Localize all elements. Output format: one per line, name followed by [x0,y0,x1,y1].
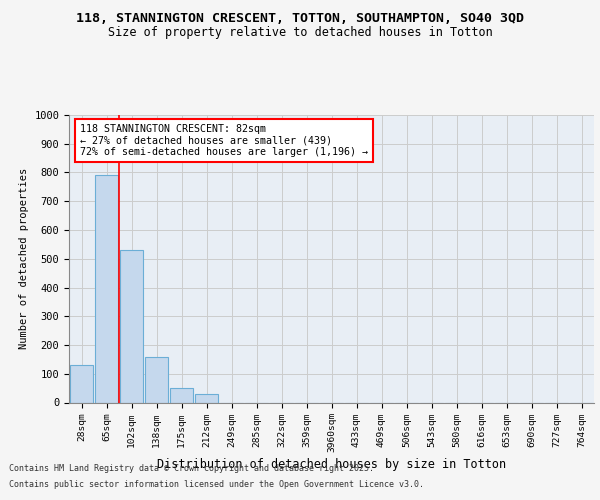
Bar [95,176,118,402]
Bar [70,365,93,403]
Text: Size of property relative to detached houses in Totton: Size of property relative to detached ho… [107,26,493,39]
Y-axis label: Number of detached properties: Number of detached properties [19,168,29,350]
Text: 118, STANNINGTON CRESCENT, TOTTON, SOUTHAMPTON, SO40 3QD: 118, STANNINGTON CRESCENT, TOTTON, SOUTH… [76,12,524,26]
Text: Contains HM Land Registry data © Crown copyright and database right 2025.: Contains HM Land Registry data © Crown c… [9,464,374,473]
Bar [170,388,193,402]
Text: Contains public sector information licensed under the Open Government Licence v3: Contains public sector information licen… [9,480,424,489]
Bar [145,356,168,403]
Bar [195,394,218,402]
Text: 118 STANNINGTON CRESCENT: 82sqm
← 27% of detached houses are smaller (439)
72% o: 118 STANNINGTON CRESCENT: 82sqm ← 27% of… [79,124,367,157]
Bar [120,250,143,402]
X-axis label: Distribution of detached houses by size in Totton: Distribution of detached houses by size … [157,458,506,471]
